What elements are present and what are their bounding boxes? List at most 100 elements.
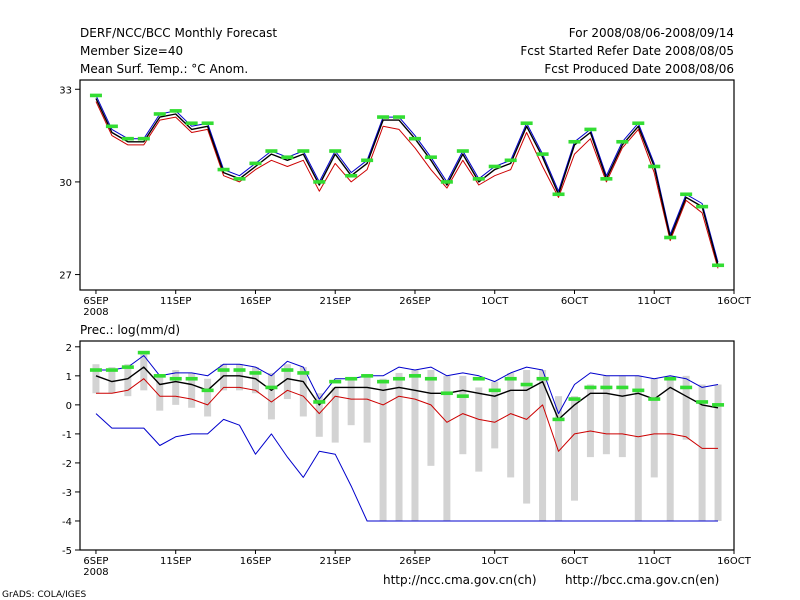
precip-marker bbox=[89, 368, 102, 372]
precip-ytick-label: -3 bbox=[62, 488, 72, 499]
temp-marker bbox=[664, 235, 677, 240]
precip-range-bar bbox=[570, 396, 578, 501]
temp-xtick-label: 16SEP bbox=[240, 296, 271, 307]
precip-min-line bbox=[95, 413, 718, 522]
temp-chart: 27 30 33 6SEP 11SEP 16SEP 21SEP 26SEP 1OCT 6OCT 11… bbox=[59, 85, 751, 318]
temp-marker bbox=[536, 152, 549, 156]
precip-range-bar bbox=[124, 364, 132, 397]
precip-range-bar bbox=[459, 375, 467, 455]
temp-marker bbox=[233, 177, 246, 181]
precip-xtick-label: 11SEP bbox=[160, 556, 191, 567]
precip-range-bar bbox=[443, 375, 451, 521]
precip-marker bbox=[536, 376, 549, 381]
precip-marker bbox=[233, 368, 246, 372]
precip-ytick-label: -2 bbox=[62, 459, 72, 470]
precip-marker bbox=[632, 388, 645, 393]
precip-xtick-label: 16OCT bbox=[717, 556, 752, 567]
precip-marker bbox=[265, 385, 278, 390]
precip-marker bbox=[648, 397, 661, 401]
temp-marker bbox=[648, 164, 661, 169]
precip-ytick-label: -5 bbox=[62, 546, 72, 557]
precip-range-bar bbox=[331, 387, 339, 443]
temp-marker bbox=[568, 139, 581, 144]
precip-lower-line bbox=[96, 378, 718, 452]
precip-xtick-label: 6OCT bbox=[561, 556, 589, 567]
precip-range-bar bbox=[315, 393, 323, 437]
temp-marker bbox=[153, 112, 166, 116]
temp-xtick-label: 26SEP bbox=[399, 296, 430, 307]
precip-marker bbox=[456, 394, 469, 398]
temp-marker bbox=[217, 167, 230, 172]
precip-range-bar bbox=[283, 364, 291, 400]
precip-marker bbox=[680, 385, 693, 390]
temp-ytick-label: 27 bbox=[59, 271, 72, 282]
temp-ytick-label: 33 bbox=[59, 85, 72, 96]
precip-xtick-label: 6SEP bbox=[83, 556, 108, 567]
temp-chart-frame bbox=[79, 79, 735, 291]
precip-upper-line bbox=[96, 355, 719, 415]
footer-url-ch[interactable]: http://ncc.cma.gov.cn(ch) bbox=[383, 573, 537, 587]
temp-marker bbox=[584, 127, 597, 132]
precip-marker bbox=[361, 374, 374, 378]
precip-range-bar bbox=[539, 370, 547, 521]
precip-range-bar bbox=[491, 381, 499, 449]
temp-xtick-label: 1OCT bbox=[481, 296, 509, 307]
temp-marker bbox=[345, 173, 358, 178]
precip-range-bar bbox=[108, 367, 116, 394]
precip-range-bar bbox=[714, 384, 722, 521]
temp-marker bbox=[201, 121, 214, 126]
precip-xtick-label: 21SEP bbox=[320, 556, 351, 567]
precip-marker bbox=[584, 385, 597, 390]
precip-range-bar bbox=[92, 364, 100, 394]
temp-marker bbox=[137, 136, 150, 141]
temp-marker bbox=[249, 161, 262, 166]
temp-lower-line bbox=[95, 101, 719, 269]
precip-marker bbox=[249, 371, 262, 375]
precip-marker bbox=[393, 376, 406, 381]
temp-ytick-label: 30 bbox=[59, 178, 72, 189]
precip-range-bar bbox=[475, 387, 483, 472]
header-variable: Mean Surf. Temp.: °C Anom. bbox=[80, 62, 248, 76]
precip-range-bar bbox=[698, 384, 706, 521]
precip-xtick-year: 2008 bbox=[83, 567, 108, 578]
precip-range-bar bbox=[634, 375, 642, 521]
precip-marker bbox=[408, 374, 421, 378]
temp-marker bbox=[185, 121, 198, 126]
temp-marker bbox=[281, 155, 294, 160]
temp-marker bbox=[105, 124, 118, 129]
precip-marker bbox=[201, 388, 214, 393]
precip-range-bar bbox=[586, 384, 594, 458]
precip-range-bar bbox=[204, 378, 212, 417]
temp-marker bbox=[121, 136, 134, 141]
precip-range-bar bbox=[220, 364, 228, 391]
precip-marker bbox=[568, 397, 581, 401]
temp-marker bbox=[552, 192, 565, 197]
precip-range-bar bbox=[299, 367, 307, 417]
temp-xtick-label: 11SEP bbox=[160, 296, 191, 307]
precip-ytick-label: -4 bbox=[62, 517, 72, 528]
temp-marker bbox=[680, 192, 693, 197]
precip-marker bbox=[345, 376, 358, 381]
precip-range-bar bbox=[618, 375, 626, 458]
temp-marker bbox=[440, 180, 453, 184]
precip-range-bar bbox=[427, 370, 435, 466]
temp-xtick-label: 11OCT bbox=[637, 296, 672, 307]
header-produced-date: Fcst Produced Date 2008/08/06 bbox=[544, 62, 734, 76]
footer-url-en[interactable]: http://bcc.cma.gov.cn(en) bbox=[565, 573, 719, 587]
precip-marker bbox=[424, 376, 437, 381]
precip-range-bar bbox=[236, 364, 244, 391]
temp-mean-line bbox=[95, 98, 719, 266]
precip-marker bbox=[297, 371, 310, 375]
precip-marker bbox=[472, 376, 485, 381]
precip-range-bar bbox=[507, 372, 515, 478]
precip-marker bbox=[440, 391, 453, 396]
precip-range-bar bbox=[666, 375, 674, 521]
temp-marker bbox=[408, 136, 421, 141]
temp-marker bbox=[504, 158, 517, 163]
temp-marker bbox=[89, 93, 102, 98]
temp-marker bbox=[600, 177, 613, 181]
temp-marker bbox=[377, 115, 390, 119]
precip-xtick-label: 26SEP bbox=[399, 556, 430, 567]
